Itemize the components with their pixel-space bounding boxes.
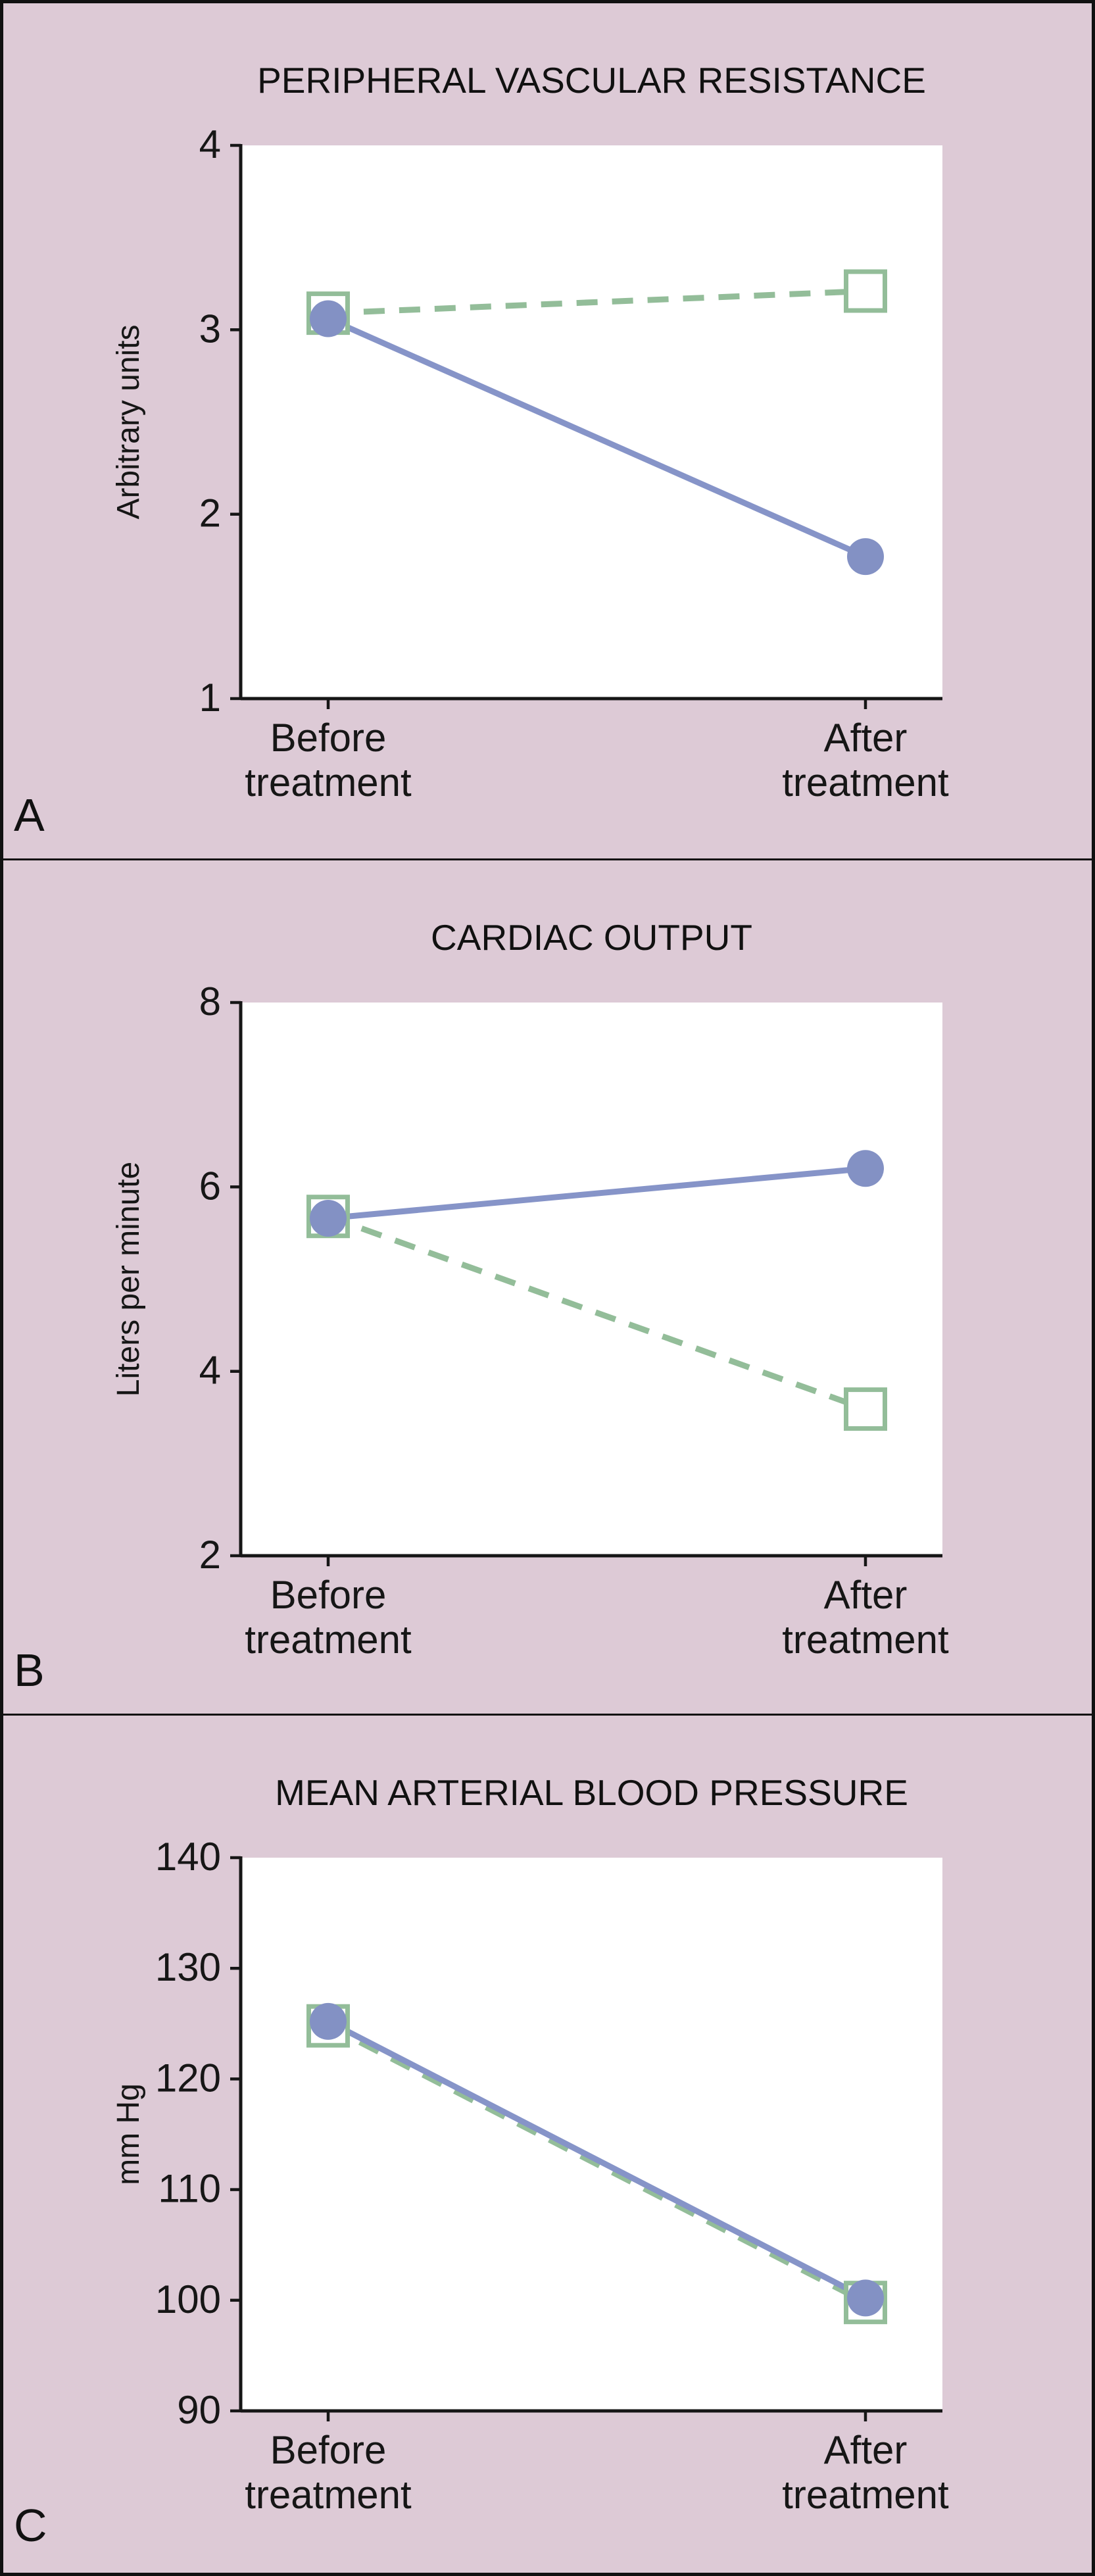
svg-text:treatment: treatment [245, 1618, 412, 1662]
svg-text:8: 8 [199, 979, 221, 1024]
svg-text:treatment: treatment [782, 2473, 949, 2517]
svg-text:treatment: treatment [245, 2473, 412, 2517]
svg-text:110: 110 [158, 2167, 221, 2211]
svg-text:After: After [824, 716, 908, 760]
svg-text:Before: Before [270, 716, 387, 760]
svg-text:100: 100 [155, 2277, 221, 2321]
svg-text:90: 90 [177, 2388, 221, 2432]
svg-text:Liters per minute: Liters per minute [111, 1162, 146, 1397]
svg-text:140: 140 [155, 1835, 221, 1879]
svg-text:treatment: treatment [782, 1618, 949, 1662]
svg-text:After: After [824, 1573, 908, 1617]
svg-text:1: 1 [199, 676, 221, 720]
svg-text:Arbitrary units: Arbitrary units [111, 324, 146, 519]
svg-text:mm Hg: mm Hg [111, 2083, 146, 2185]
svg-text:Before: Before [270, 1573, 387, 1617]
svg-text:3: 3 [199, 307, 221, 351]
svg-text:130: 130 [155, 1945, 221, 1989]
svg-text:120: 120 [155, 2056, 221, 2100]
svg-text:Before: Before [270, 2428, 387, 2472]
svg-text:6: 6 [199, 1164, 221, 1208]
svg-text:4: 4 [199, 122, 221, 166]
svg-text:4: 4 [199, 1349, 221, 1393]
svg-text:After: After [824, 2428, 908, 2472]
svg-text:2: 2 [199, 1533, 221, 1577]
svg-text:2: 2 [199, 491, 221, 535]
svg-text:treatment: treatment [782, 760, 949, 805]
svg-text:treatment: treatment [245, 760, 412, 805]
